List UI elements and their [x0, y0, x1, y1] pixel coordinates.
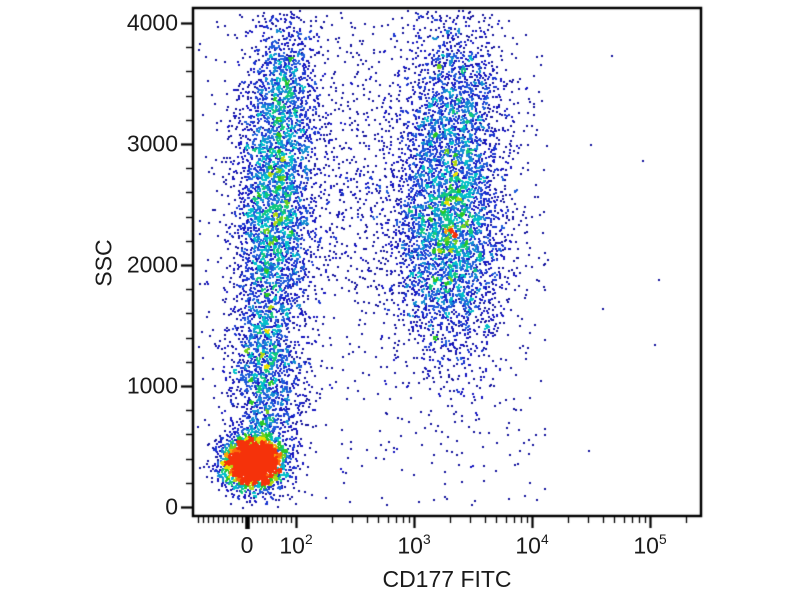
y-axis-title: SSC — [90, 239, 117, 287]
x-axis-title: CD177 FITC — [382, 566, 512, 592]
x-tick-label: 104 — [515, 531, 549, 559]
x-tick-label: 105 — [633, 531, 667, 559]
y-tick-label: 1000 — [126, 372, 178, 399]
y-tick-label: 3000 — [126, 130, 178, 157]
y-tick-label: 4000 — [126, 9, 178, 36]
x-tick-label: 102 — [279, 531, 313, 559]
y-tick-label: 0 — [165, 493, 178, 520]
y-tick-label: 2000 — [126, 251, 178, 278]
x-tick-label: 0 — [240, 532, 254, 558]
x-tick-label: 103 — [397, 531, 431, 559]
